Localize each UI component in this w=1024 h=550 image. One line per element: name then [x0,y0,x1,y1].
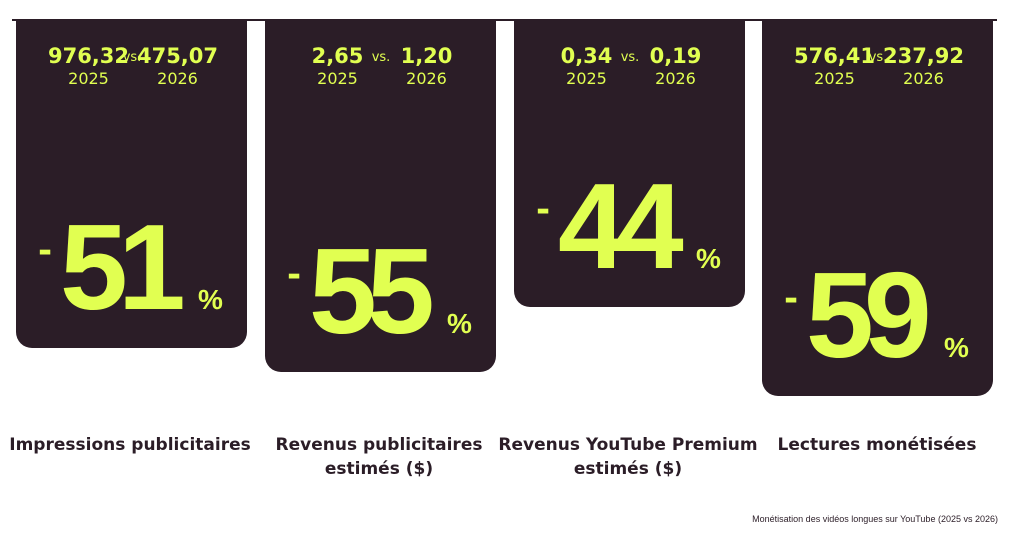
value-2025: 0,34 [560,44,613,68]
change-percent-value: 44 [558,158,684,294]
percent-sign: % [198,284,223,315]
value-2025: 576,41 [793,44,876,68]
value-2025: 2,65 [311,44,364,68]
category-label-line: Revenus publicitaires [275,435,483,455]
minus-sign: - [784,279,799,319]
year-label-2025: 2025 [68,69,109,88]
chart-caption: Monétisation des vidéos longues sur YouT… [752,514,998,524]
vs-label: vs. [122,50,142,65]
percent-sign: % [447,308,472,339]
category-label-line: estimés ($) [573,459,683,479]
category-label: Revenus publicitaires estimés ($) [249,433,509,481]
minus-sign: - [287,255,302,295]
year-label-2026: 2026 [655,69,696,88]
change-percent-value: 59 [806,247,932,383]
change-percent-value: 51 [60,199,186,335]
vs-label: vs. [620,50,640,65]
year-label-2025: 2025 [814,69,855,88]
percent-sign: % [944,332,969,363]
category-label-line: Lectures monétisées [777,435,977,455]
top-baseline [12,19,997,21]
value-2026: 475,07 [136,44,219,68]
category-label-line: estimés ($) [324,459,434,479]
percent-sign: % [696,243,721,274]
value-2025: 976,32 [47,44,130,68]
value-2026: 1,20 [400,44,453,68]
bar-card: 976,32 2025 vs. 475,07 2026 -51% [16,20,247,348]
category-label-line: Revenus YouTube Premium [498,435,758,455]
vs-label: vs. [371,50,391,65]
year-label-2026: 2026 [903,69,944,88]
year-label-2026: 2026 [157,69,198,88]
value-2026: 0,19 [649,44,702,68]
bar-card: 2,65 2025 vs. 1,20 2026 -55% [265,20,496,372]
bar-card: 0,34 2025 vs. 0,19 2026 -44% [514,20,745,307]
minus-sign: - [38,231,53,271]
value-2026: 237,92 [882,44,965,68]
year-label-2026: 2026 [406,69,447,88]
category-label: Lectures monétisées [747,433,1007,457]
year-label-2025: 2025 [566,69,607,88]
minus-sign: - [536,190,551,230]
vs-label: vs. [868,50,888,65]
bar-card: 576,41 2025 vs. 237,92 2026 -59% [762,20,993,396]
change-percent-value: 55 [309,223,435,359]
category-label: Impressions publicitaires [0,433,260,457]
year-label-2025: 2025 [317,69,358,88]
category-label-line: Impressions publicitaires [9,435,251,455]
category-label: Revenus YouTube Premium estimés ($) [498,433,758,481]
